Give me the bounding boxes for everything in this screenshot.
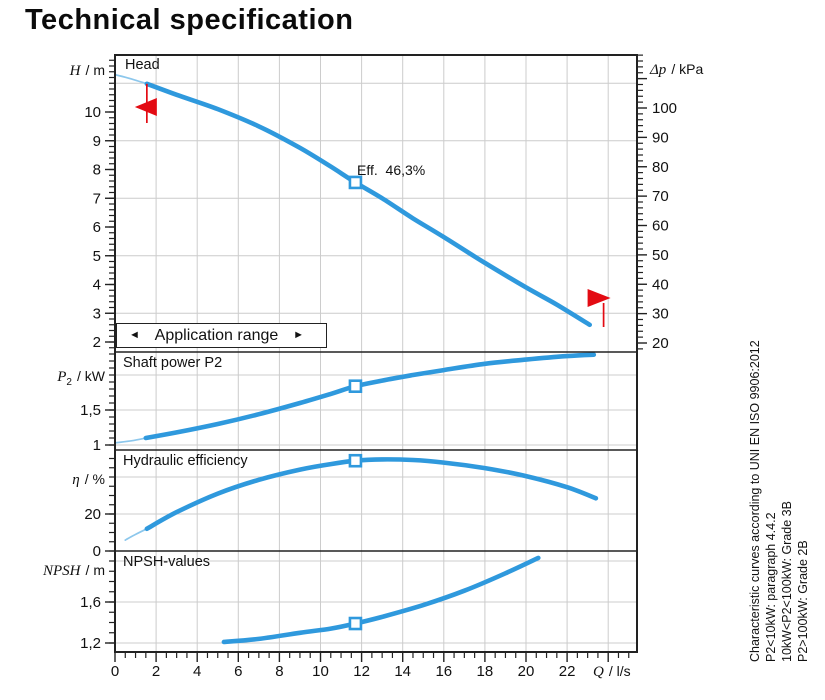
p2-lead-in [114, 437, 147, 444]
eff-main [144, 457, 599, 532]
dp-tick-label: 90 [652, 129, 669, 146]
iso-note-line: P2>100kW: Grade 2B [796, 540, 810, 662]
eff-panel-title: Hydraulic efficiency [123, 453, 248, 469]
p2-y-axis-label: P2 / kW [57, 368, 105, 388]
x-tick-label: 8 [275, 663, 283, 680]
application-range-label: Application range [154, 326, 279, 344]
iso-note-line: Characteristic curves according to UNI E… [748, 340, 762, 662]
p2-main [143, 352, 597, 441]
iso-note-line: 10kW<P2<100kW: Grade 3B [780, 501, 794, 662]
p2-y-tick-label: 1 [93, 437, 101, 454]
dp-tick-label: 60 [652, 218, 669, 235]
head-y-tick-label: 6 [93, 219, 101, 236]
head-y-tick-label: 8 [93, 162, 101, 179]
dp-tick-label: 70 [652, 188, 669, 205]
npsh-main [221, 555, 541, 645]
eff-lead-in [124, 527, 148, 541]
x-tick-label: 14 [394, 663, 411, 680]
application-range-right-arrow-icon: ► [293, 329, 304, 341]
x-tick-label: 0 [111, 663, 119, 680]
head-lead-in [114, 73, 148, 85]
application-range-box: ◄ Application range ► [116, 323, 327, 348]
head-duty-point-marker [348, 175, 363, 190]
range-end-flag-icon [587, 289, 611, 307]
x-tick-label: 6 [234, 663, 242, 680]
head-y-tick-label: 7 [93, 190, 101, 207]
x-tick-label: 12 [353, 663, 370, 680]
x-tick-label: 22 [559, 663, 576, 680]
head-main [144, 81, 592, 328]
x-tick-label: 4 [193, 663, 201, 680]
dp-tick-label: 30 [652, 306, 669, 323]
head-y-tick-label: 4 [93, 277, 101, 294]
head-y-tick-label: 10 [84, 104, 101, 121]
npsh-duty-point-marker [348, 616, 363, 631]
eff-y-tick-label: 20 [84, 506, 101, 523]
head-y-tick-label: 5 [93, 248, 101, 265]
dp-tick-label: 40 [652, 276, 669, 293]
p2-duty-point-marker [348, 379, 363, 394]
npsh-panel-title: NPSH-values [123, 554, 211, 570]
head-y2-axis-label: Δp / kPa [650, 61, 704, 78]
application-range-left-arrow-icon: ◄ [129, 329, 140, 341]
dp-tick-label: 50 [652, 247, 669, 264]
x-tick-label: 2 [152, 663, 160, 680]
dp-tick-label: 20 [652, 335, 669, 352]
dp-tick-label: 80 [652, 159, 669, 176]
eff-y-tick-label: 0 [93, 543, 101, 560]
eff-duty-point-marker [348, 453, 363, 468]
dp-tick-label: 100 [652, 100, 677, 117]
iso-standard-notes: Characteristic curves according to UNI E… [747, 322, 811, 662]
application-range-right-bar [310, 327, 312, 345]
page-title: Technical specification [25, 4, 354, 36]
efficiency-value-label: Eff. 46,3% [357, 162, 426, 178]
x-axis-label: Q / l/s [593, 663, 631, 680]
p2-y-tick-label: 1,5 [80, 402, 101, 419]
x-tick-label: 10 [312, 663, 329, 680]
head-panel-title: Head [125, 57, 160, 73]
x-tick-label: 16 [435, 663, 452, 680]
head-y-tick-label: 2 [93, 334, 101, 351]
range-start-flag-icon [134, 98, 157, 116]
iso-note-line: P2<10kW: paragraph 4.4.2 [764, 512, 778, 662]
p2-panel-title: Shaft power P2 [123, 355, 223, 371]
x-tick-label: 20 [518, 663, 535, 680]
eff-y-axis-label: η / % [72, 471, 105, 488]
npsh-y-tick-label: 1,6 [80, 594, 101, 611]
npsh-y-tick-label: 1,2 [80, 635, 101, 652]
head-y-axis-label: H / m [69, 62, 105, 79]
head-y-tick-label: 3 [93, 305, 101, 322]
npsh-y-axis-label: NPSH / m [42, 562, 105, 579]
head-y-tick-label: 9 [93, 133, 101, 150]
application-range-left-bar [121, 327, 123, 345]
x-tick-label: 18 [477, 663, 494, 680]
